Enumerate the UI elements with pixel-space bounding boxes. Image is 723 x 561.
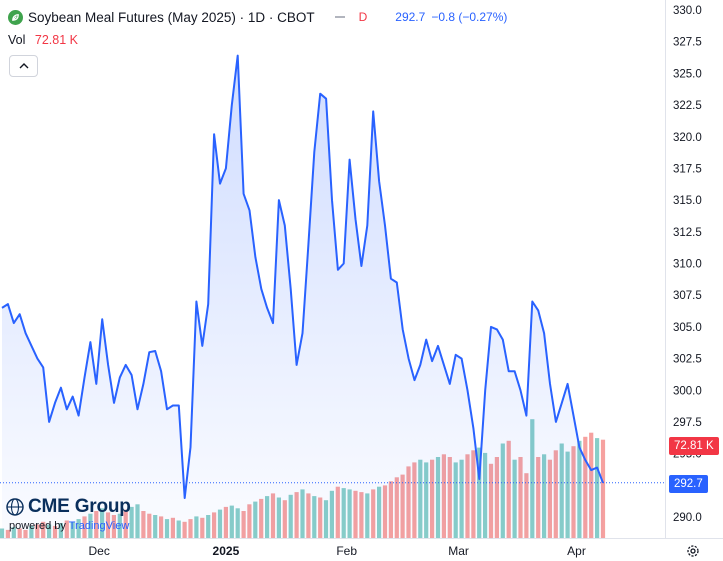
price-tick-label: 330.0 [673,5,702,17]
price-tick-label: 322.5 [673,100,702,112]
price-tick-label: 307.5 [673,290,702,302]
volume-price-badge: 72.81 K [669,437,719,455]
time-tick-label: Dec [89,544,110,558]
price-line [1,54,604,499]
time-tick-label: Apr [567,544,586,558]
price-change: −0.8 (−0.27%) [431,10,508,24]
collapse-legend-button[interactable] [9,55,38,77]
interval-flag: D [358,10,368,24]
volume-label: Vol [8,33,26,47]
time-tick-label: Feb [336,544,357,558]
price-tick-label: 320.0 [673,132,702,144]
volume-legend: Vol 72.81 K [8,33,78,47]
price-tick-label: 327.5 [673,37,702,49]
last-value: 292.7 [395,10,426,24]
tradingview-brand: TradingView [68,520,130,532]
chart-header: Soybean Meal Futures (May 2025) · 1D · C… [8,8,507,26]
time-axis[interactable]: Dec 2025 Feb Mar Apr [89,544,586,558]
price-tick-label: 302.5 [673,354,702,366]
cme-group-logo: CME Group [6,496,131,518]
gear-icon[interactable] [686,544,700,558]
price-tick-label: 317.5 [673,163,702,175]
powered-by-tradingview[interactable]: powered by TradingView [9,520,129,532]
volume-value: 72.81 K [34,33,78,47]
price-tick-label: 310.0 [673,259,702,271]
cme-globe-icon [6,498,24,516]
cme-group-text: CME Group [28,496,131,517]
chart-title[interactable]: Soybean Meal Futures (May 2025) · 1D · C… [28,9,315,25]
price-tick-label: 325.0 [673,68,702,80]
price-tick-label: 297.5 [673,417,702,429]
leaf-icon [8,9,23,25]
line-style-icon [334,16,345,18]
powered-prefix: powered by [9,520,69,532]
last-price-badge: 292.7 [669,475,708,493]
time-tick-label: Mar [448,544,469,558]
time-tick-label: 2025 [213,544,240,558]
price-tick-label: 315.0 [673,195,702,207]
price-area-fill [2,55,603,538]
chevron-up-icon [19,63,28,69]
price-tick-label: 300.0 [673,385,702,397]
price-tick-label: 312.5 [673,227,702,239]
price-tick-label: 290.0 [673,512,702,524]
price-tick-label: 305.0 [673,322,702,334]
